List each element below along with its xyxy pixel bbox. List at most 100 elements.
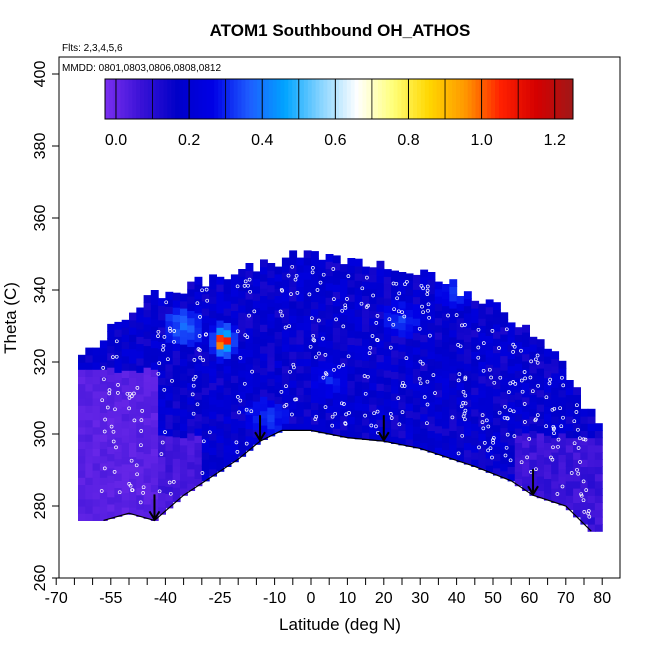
colorbar-segment — [366, 79, 371, 119]
sample-point — [168, 491, 173, 496]
sample-point — [113, 407, 117, 412]
heatmap-cell — [303, 394, 312, 403]
heatmap-cell — [129, 327, 137, 335]
heatmap-cell — [558, 476, 567, 484]
colorbar-segment — [502, 79, 508, 119]
sample-point — [530, 389, 535, 394]
heatmap-cell — [201, 430, 210, 439]
x-tick-label: -55 — [99, 590, 122, 607]
heatmap-cell — [551, 452, 560, 460]
heatmap-cell — [85, 441, 94, 449]
heatmap-cell — [296, 293, 305, 302]
heatmap-cell — [274, 410, 283, 419]
heatmap-cell — [340, 271, 348, 280]
heatmap-cell — [478, 426, 487, 434]
sample-point — [388, 345, 393, 350]
sample-point — [247, 277, 252, 282]
heatmap-cell — [303, 250, 312, 259]
heatmap-cell — [383, 312, 392, 321]
heatmap-cell — [412, 310, 421, 319]
heatmap-cell — [587, 495, 596, 503]
heatmap-cell — [99, 340, 108, 349]
heatmap-cell — [536, 353, 545, 362]
sample-point — [130, 488, 134, 492]
sample-point — [128, 391, 132, 396]
heatmap-cell — [434, 418, 443, 427]
sample-point — [139, 429, 144, 433]
heatmap-cell — [573, 480, 581, 489]
heatmap-cell — [252, 386, 261, 395]
heatmap-cell — [449, 293, 458, 302]
sample-point — [234, 440, 239, 445]
heatmap-cell — [376, 347, 385, 355]
heatmap-cell — [260, 338, 268, 347]
heatmap-cell — [267, 342, 276, 350]
colorbar-segment — [420, 79, 426, 119]
heatmap-cell — [158, 334, 166, 342]
sample-point — [523, 376, 527, 381]
heatmap-cell — [536, 382, 545, 391]
heatmap-cell — [289, 423, 298, 431]
sample-point — [394, 281, 399, 286]
heatmap-cell — [158, 420, 166, 429]
heatmap-cell — [252, 350, 261, 359]
heatmap-cell — [267, 371, 276, 379]
heatmap-cell — [485, 407, 494, 416]
heatmap-cell — [507, 473, 516, 482]
heatmap-cell — [354, 424, 363, 433]
heatmap-cell — [230, 425, 239, 434]
sample-point — [238, 398, 243, 403]
colorbar-segment — [362, 79, 367, 119]
heatmap-cell — [318, 353, 327, 362]
heatmap-cell — [551, 372, 560, 381]
sample-point — [397, 291, 402, 296]
heatmap-cell — [565, 394, 574, 403]
heatmap-cell — [296, 365, 305, 374]
sample-point — [363, 413, 367, 418]
heatmap-cell — [514, 449, 523, 458]
heatmap-cell — [303, 264, 312, 273]
heatmap-cell — [391, 371, 399, 380]
heatmap-cell — [398, 401, 407, 410]
heatmap-cell — [311, 315, 319, 324]
sample-point — [111, 429, 116, 434]
heatmap-cell — [107, 381, 116, 390]
sample-point — [191, 383, 196, 388]
heatmap-cell — [136, 480, 145, 489]
heatmap-cell — [405, 309, 414, 318]
heatmap-cell — [463, 435, 472, 443]
heatmap-cell — [449, 300, 458, 309]
colorbar-segment — [405, 79, 410, 119]
heatmap-cell — [209, 440, 217, 448]
heatmap-cell — [78, 412, 86, 421]
heatmap-cell — [150, 448, 159, 457]
heatmap-cell — [383, 297, 392, 306]
heatmap-cell — [573, 488, 581, 496]
heatmap-cell — [405, 323, 414, 332]
heatmap-cell — [434, 440, 443, 448]
heatmap-cell — [289, 336, 298, 345]
heatmap-cell — [493, 338, 501, 346]
heatmap-cell — [369, 296, 378, 304]
colorbar-tick-label: 0.8 — [397, 132, 419, 149]
heatmap-cell — [274, 309, 283, 318]
heatmap-cell — [558, 454, 567, 463]
heatmap-cell — [485, 299, 494, 308]
heatmap-cell — [594, 488, 603, 496]
sample-point — [481, 368, 486, 373]
heatmap-cell — [544, 464, 552, 472]
heatmap-cell — [143, 323, 152, 332]
heatmap-cell — [158, 449, 166, 458]
sample-point — [484, 418, 489, 423]
heatmap-cell — [143, 503, 152, 512]
heatmap-cell — [114, 444, 123, 453]
heatmap-cell — [412, 418, 421, 427]
heatmap-cell — [514, 420, 523, 429]
heatmap-cell — [544, 456, 552, 465]
sample-point — [139, 418, 144, 422]
heatmap-cell — [289, 401, 298, 410]
colorbar-segment — [483, 79, 488, 119]
heatmap-cell — [230, 432, 239, 441]
sample-point — [511, 380, 516, 384]
heatmap-cell — [507, 452, 516, 460]
